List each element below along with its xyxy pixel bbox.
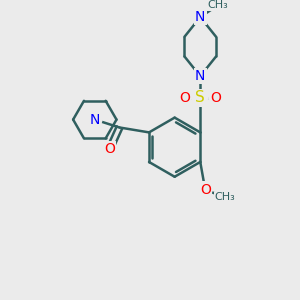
Text: CH₃: CH₃ — [208, 0, 228, 10]
Circle shape — [178, 91, 191, 105]
Circle shape — [192, 90, 208, 106]
Circle shape — [194, 10, 207, 24]
Text: S: S — [195, 90, 205, 105]
Text: N: N — [195, 69, 206, 83]
Circle shape — [88, 113, 102, 127]
Text: O: O — [211, 91, 221, 105]
Text: N: N — [90, 112, 100, 127]
Circle shape — [103, 142, 116, 156]
Circle shape — [88, 113, 102, 127]
Circle shape — [198, 183, 212, 196]
Circle shape — [209, 91, 223, 105]
Text: N: N — [195, 10, 206, 24]
Text: CH₃: CH₃ — [214, 193, 235, 202]
Text: O: O — [104, 142, 115, 156]
Text: O: O — [200, 183, 211, 196]
Text: O: O — [179, 91, 190, 105]
Circle shape — [194, 69, 207, 83]
Text: N: N — [90, 112, 100, 127]
